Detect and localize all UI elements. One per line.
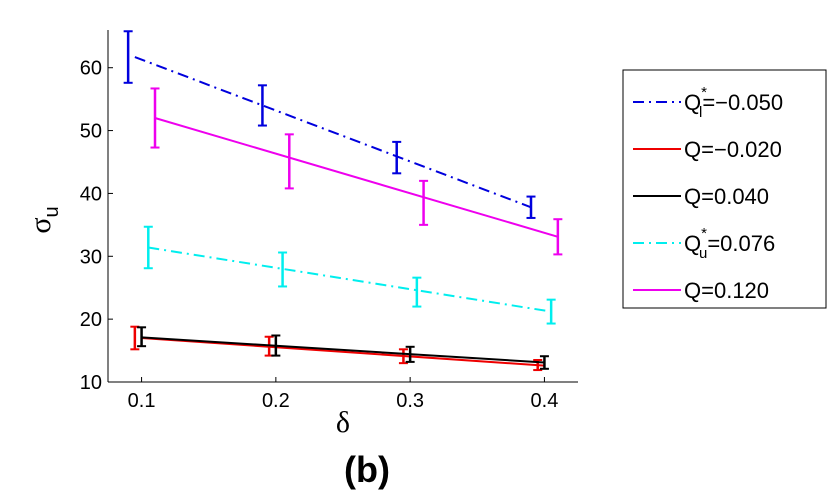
y-tick-label: 40 — [80, 183, 102, 205]
error-bar — [150, 87, 160, 149]
error-bar — [284, 133, 294, 190]
x-tick-label: 0.2 — [262, 390, 290, 412]
error-bar — [257, 84, 267, 127]
legend-item: Q=0.040 — [633, 184, 769, 209]
y-axis-label-sub: u — [41, 206, 63, 217]
legend-label-rest: =0.076 — [707, 231, 775, 256]
legend-item: Q=−0.020 — [633, 137, 782, 162]
legend-label-main: Q — [684, 278, 701, 303]
legend-item: Q* u=0.076 — [633, 225, 775, 262]
legend-label-main: Q — [684, 231, 701, 256]
error-bar — [405, 345, 415, 363]
x-tick-label: 0.3 — [396, 390, 424, 412]
error-bar — [546, 298, 556, 325]
legend-item: Q=0.120 — [633, 278, 769, 303]
legend-label-sub: u — [699, 245, 707, 262]
series-line — [154, 117, 559, 238]
legend-label: Q=0.040 — [684, 184, 769, 209]
legend-label-main: Q — [684, 90, 701, 115]
error-bar — [271, 334, 281, 357]
series-2 — [137, 326, 549, 370]
error-bar — [412, 276, 422, 308]
y-tick-label: 10 — [80, 372, 102, 394]
legend-box — [622, 69, 827, 309]
y-tick-label: 20 — [80, 309, 102, 331]
legend-label: Q=0.120 — [684, 278, 769, 303]
error-bar — [553, 218, 563, 256]
legend-label: Q* u=0.076 — [684, 225, 775, 262]
axes: 0.1 0.2 0.3 0.4 10 20 30 40 50 60 δ σu — [24, 30, 578, 439]
series-1 — [130, 325, 545, 372]
series-4 — [150, 87, 563, 256]
legend-label-rest: =−0.020 — [701, 137, 782, 162]
legend-item: Q* l=−0.050 — [633, 84, 783, 121]
legend-label-sup: * — [701, 225, 707, 242]
series-0 — [123, 30, 536, 219]
legend-label-main: Q — [684, 137, 701, 162]
y-axis-label: σu — [24, 206, 63, 233]
series-3 — [143, 225, 556, 325]
y-tick-label: 30 — [80, 246, 102, 268]
error-bar — [539, 355, 549, 370]
legend-label-rest: =0.120 — [701, 278, 769, 303]
legend-label-main: Q — [684, 184, 701, 209]
legend-label: Q* l=−0.050 — [684, 84, 783, 121]
error-bar — [526, 195, 536, 219]
legend-label: Q=−0.020 — [684, 137, 782, 162]
series-line — [141, 337, 545, 367]
series-line — [148, 246, 552, 313]
error-bar — [123, 30, 133, 84]
x-axis-label: δ — [336, 406, 350, 439]
y-axis-label-main: σ — [24, 217, 57, 233]
series-line — [134, 56, 532, 209]
error-bar — [398, 348, 408, 365]
error-bar — [419, 179, 429, 226]
x-tick-label: 0.1 — [128, 390, 156, 412]
error-bar — [278, 251, 288, 288]
error-bar — [137, 326, 147, 348]
legend-label-rest: =−0.050 — [702, 90, 783, 115]
x-tick-label: 0.4 — [531, 390, 559, 412]
series-line — [141, 336, 545, 364]
error-bar — [143, 225, 153, 270]
legend-label-sup: * — [701, 84, 707, 101]
y-tick-label: 60 — [80, 58, 102, 80]
y-tick-label: 50 — [80, 121, 102, 143]
legend-label-rest: =0.040 — [701, 184, 769, 209]
legend-label-sub: l — [699, 104, 702, 121]
figure-caption: (b) — [344, 449, 390, 490]
error-bar — [392, 140, 402, 175]
plot-area — [123, 30, 563, 372]
